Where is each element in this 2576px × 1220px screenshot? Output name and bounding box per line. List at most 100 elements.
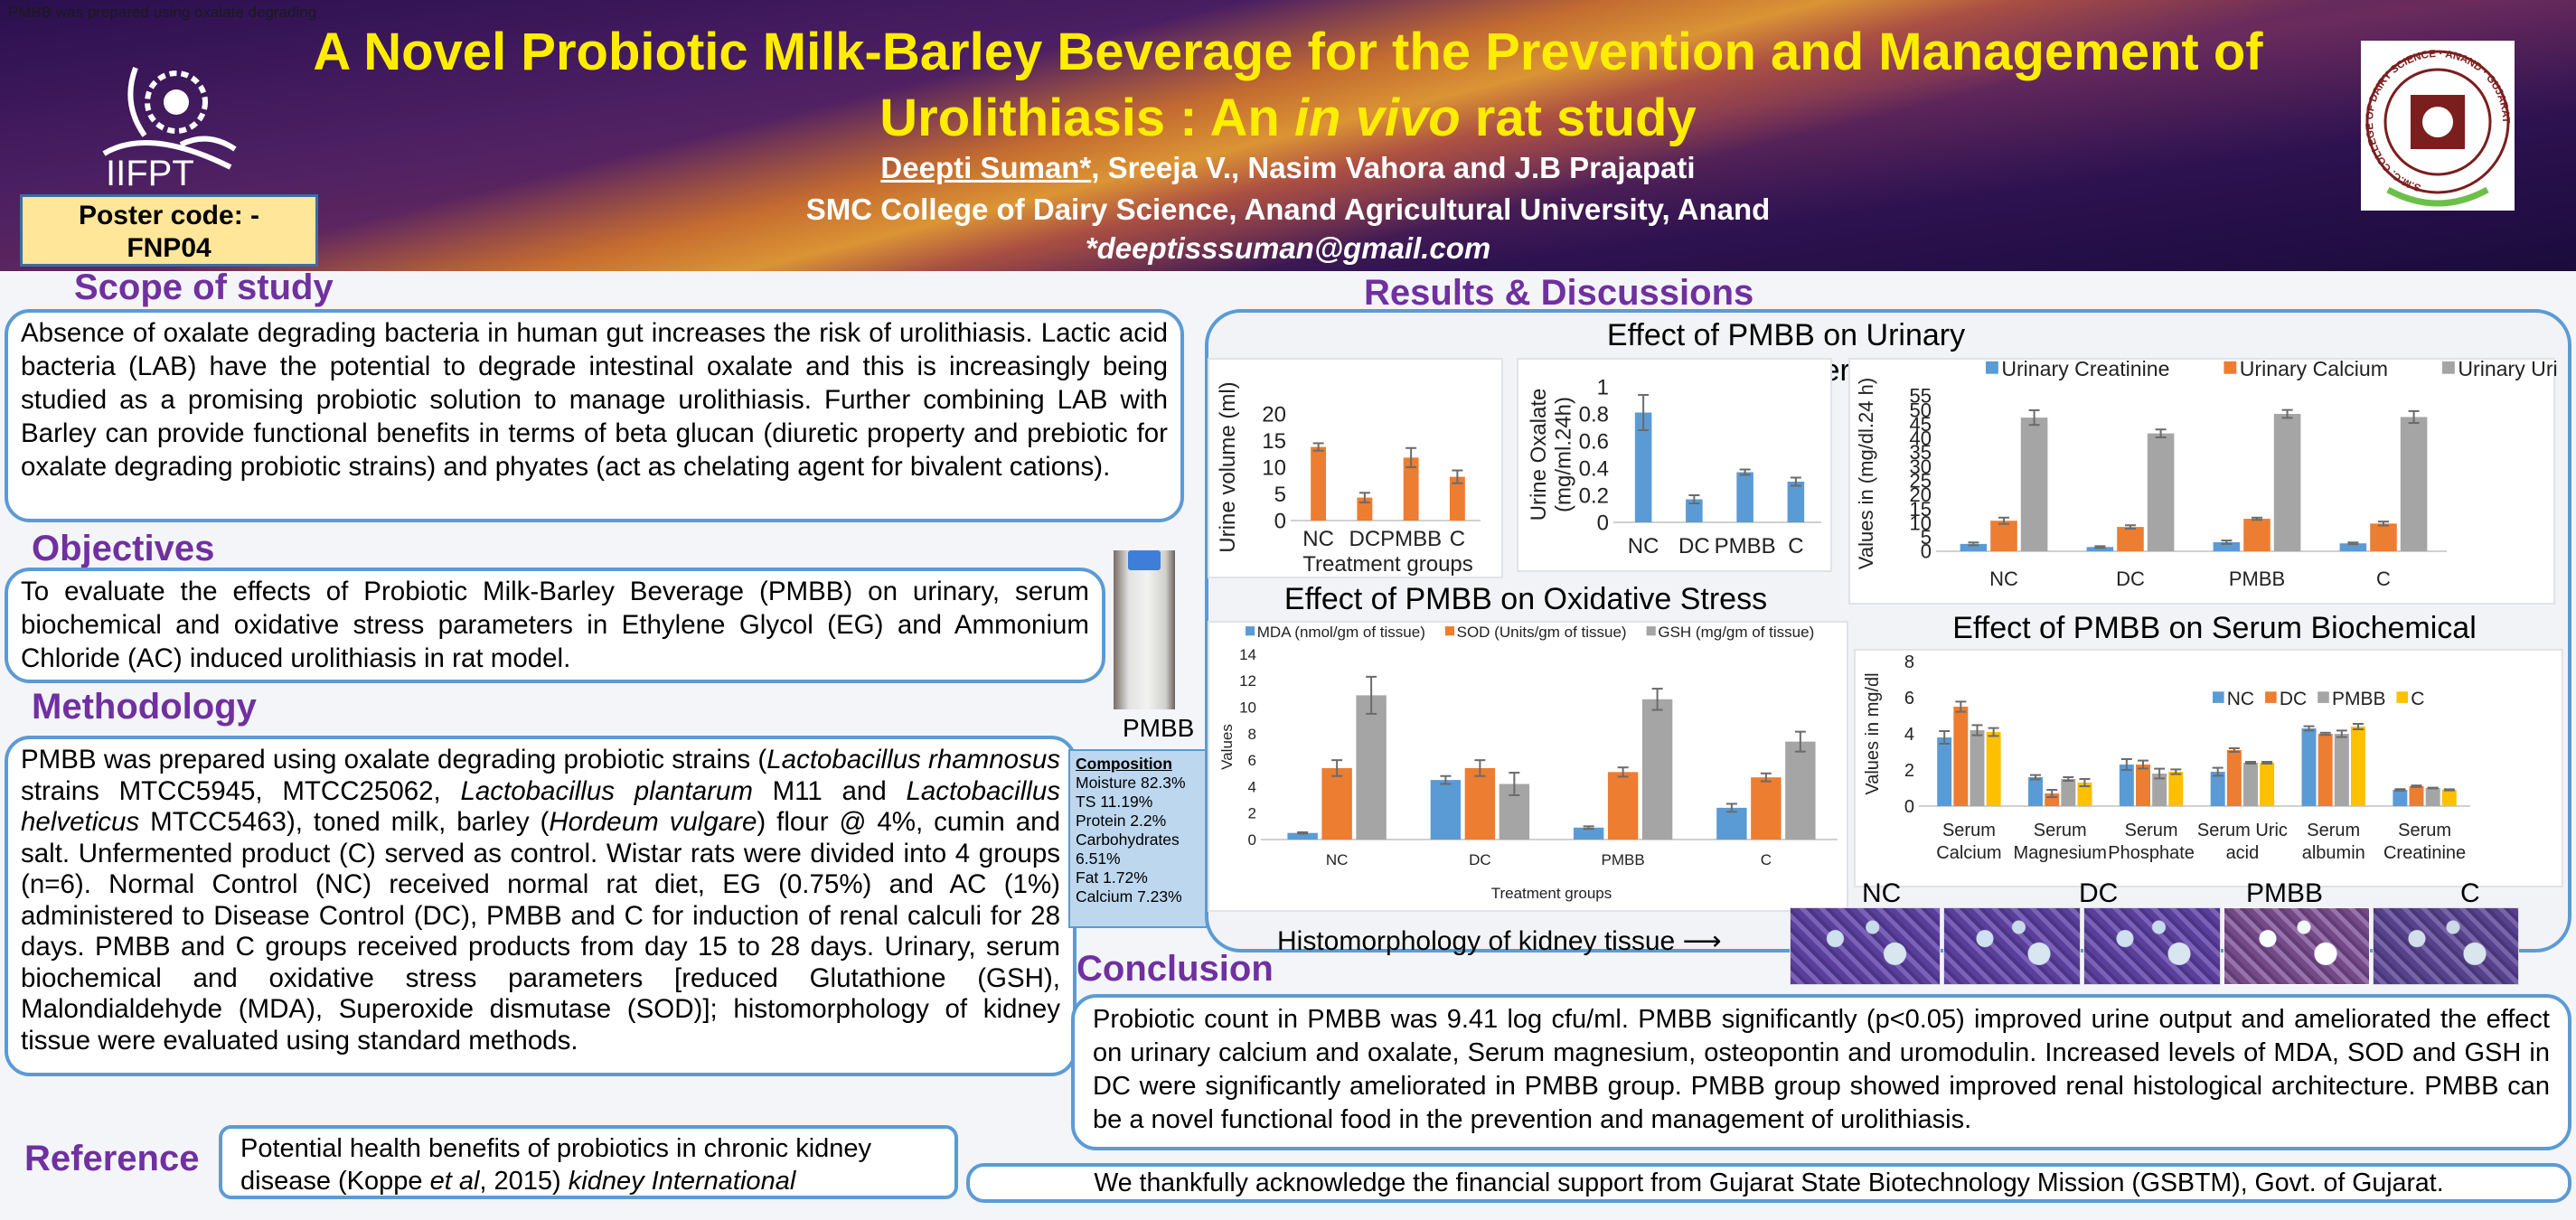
- methodology-heading: Methodology: [32, 687, 257, 727]
- category-label: Serum: [2125, 821, 2178, 840]
- category-label: C: [1761, 851, 1772, 868]
- authors: Deepti Suman*, Sreeja V., Nasim Vahora a…: [0, 151, 2576, 185]
- histology-image-dc-2: [2083, 907, 2221, 985]
- legend-swatch: [1986, 361, 1998, 374]
- y-tick-label: 0.6: [1579, 429, 1609, 454]
- reference-box: Potential health benefits of probiotics …: [219, 1125, 958, 1199]
- category-label: Magnesium: [2014, 843, 2107, 863]
- bar: [2243, 763, 2258, 806]
- bar: [1970, 730, 1985, 806]
- y-tick-label: 1: [1597, 375, 1609, 399]
- bar: [1321, 767, 1352, 840]
- category-label: PMBB: [1715, 534, 1776, 558]
- legend-swatch: [1246, 626, 1255, 636]
- bar: [2339, 543, 2367, 551]
- category-label: Serum: [2398, 821, 2451, 840]
- legend-swatch: [2442, 361, 2455, 374]
- y-tick-label: 10: [1910, 511, 1932, 534]
- bar: [1787, 482, 1805, 522]
- bar: [2168, 772, 2184, 806]
- poster-code-box: Poster code: - FNP04: [20, 194, 318, 267]
- y-tick-label: 8: [1248, 726, 1256, 743]
- bar: [2213, 541, 2241, 551]
- legend-label: MDA (nmol/gm of tissue): [1257, 624, 1425, 641]
- x-axis-label: Treatment groups: [1491, 885, 1612, 902]
- legend-label: PMBB: [2332, 689, 2386, 709]
- category-label: acid: [2226, 843, 2260, 863]
- category-label: Serum: [2307, 821, 2360, 840]
- text-segment: ) flour @ 4%, cumin and salt. Unfermente…: [21, 807, 1060, 1056]
- italic-text: kidney International: [568, 1167, 796, 1196]
- y-axis-label: Values in mg/dl: [1863, 672, 1883, 794]
- category-label: albumin: [2302, 843, 2365, 863]
- bar: [2273, 414, 2301, 551]
- y-tick-label: 2: [1248, 805, 1256, 822]
- co-authors: , Sreeja V., Nasim Vahora and J.B Prajap…: [1091, 151, 1696, 184]
- italic-text: Hordeum vulgare: [549, 807, 757, 837]
- y-tick-label: 0.4: [1579, 456, 1609, 481]
- category-label: PMBB: [1602, 851, 1645, 868]
- oxidative-stress-chart: 0 2 4 6 8 10 12 14 NC DC PMBB C Values Treatment grou…: [1208, 621, 1848, 912]
- histo-label-nc: NC: [1862, 878, 1902, 908]
- histo-label-dc: DC: [2079, 878, 2119, 908]
- bar: [2152, 774, 2167, 806]
- bar: [1960, 543, 1988, 551]
- legend-swatch: [2396, 691, 2409, 703]
- category-label: Phosphate: [2108, 843, 2195, 863]
- y-tick-label: 6: [1248, 752, 1256, 769]
- legend-swatch: [1444, 626, 1455, 636]
- pmbb-image-label: PMBB: [1123, 714, 1195, 742]
- histology-image-pmbb: [2223, 907, 2370, 985]
- bar: [1311, 446, 1327, 521]
- legend-swatch: [2265, 691, 2277, 703]
- y-tick-label: 0: [1274, 509, 1286, 533]
- legend-label: SOD (Units/gm of tissue): [1457, 624, 1627, 641]
- bar: [1641, 699, 1673, 840]
- composition-item: Calcium 7.23%: [1076, 887, 1182, 906]
- legend-swatch: [2317, 691, 2329, 703]
- category-label: DC: [1678, 534, 1710, 558]
- y-tick-label: 4: [1248, 778, 1256, 795]
- bar: [2086, 547, 2114, 551]
- y-tick-label: 25: [1910, 470, 1932, 493]
- italic-text: et al: [429, 1167, 480, 1196]
- bottle-cap-icon: [1128, 550, 1161, 570]
- histomorphology-caption: Histomorphology of kidney tissue ⟶: [1277, 925, 1722, 957]
- text-segment: MTCC5463), toned milk, barley (: [139, 807, 550, 837]
- bar: [2301, 728, 2317, 806]
- bar: [1464, 767, 1496, 840]
- category-label: C: [1450, 527, 1465, 551]
- y-tick-label: 8: [1904, 652, 1914, 672]
- y-tick-label: 0: [1921, 540, 1932, 563]
- histo-caption-text: Histomorphology of kidney tissue: [1277, 926, 1676, 956]
- bar: [2028, 777, 2044, 806]
- bar: [1751, 777, 1782, 840]
- email: *deeptisssuman@gmail.com: [1085, 231, 1491, 265]
- category-label: PMBB: [2229, 568, 2285, 590]
- poster-code-value: FNP04: [127, 233, 212, 263]
- y-tick-label: 20: [1910, 483, 1932, 506]
- histo-label-pmbb: PMBB: [2246, 878, 2324, 908]
- y-tick-label: 40: [1910, 427, 1932, 450]
- legend-swatch: [2213, 691, 2224, 703]
- category-label: NC: [1302, 527, 1334, 551]
- bar: [1356, 695, 1387, 840]
- legend-label: C: [2411, 689, 2424, 709]
- category-label: C: [2376, 568, 2391, 590]
- bar: [1634, 412, 1652, 522]
- y-tick-label: 10: [1262, 455, 1286, 480]
- bar: [2117, 527, 2144, 551]
- title-italic: in vivo: [1293, 89, 1461, 147]
- methodology-box: PMBB was prepared using oxalate degradin…: [5, 736, 1076, 1076]
- poster-header: [0, 0, 2576, 271]
- poster-code-label: Poster code: -: [78, 201, 260, 230]
- y-tick-label: 0: [1248, 831, 1256, 849]
- y-tick-label: 0: [1904, 797, 1914, 817]
- bar: [1785, 741, 1816, 840]
- composition-item: Fat 1.72%: [1076, 868, 1148, 887]
- y-axis-label: (mg/ml.24h): [1552, 397, 1576, 512]
- bar: [1573, 827, 1604, 840]
- bar: [1403, 457, 1419, 521]
- bar: [1986, 732, 2001, 806]
- bar: [2210, 772, 2225, 806]
